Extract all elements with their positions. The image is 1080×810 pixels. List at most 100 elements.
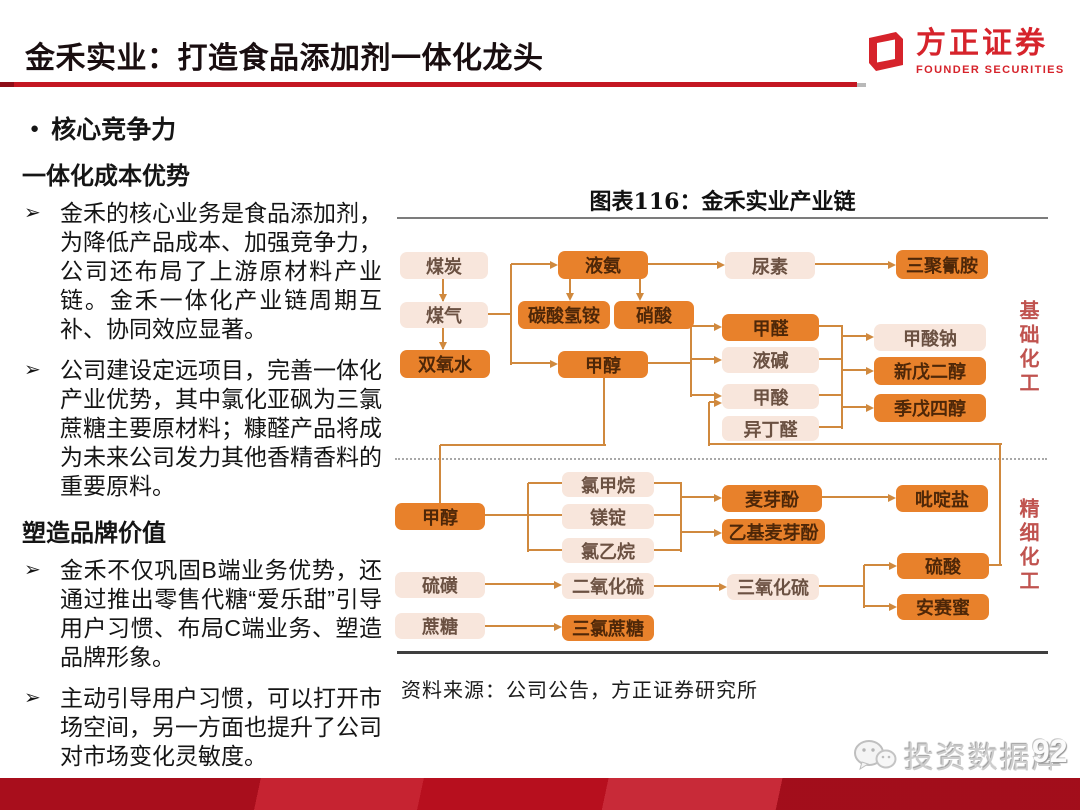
- chain-connector: [819, 358, 843, 360]
- chain-node-coal: 煤炭: [400, 252, 488, 279]
- arrowhead-icon: [717, 261, 725, 269]
- chain-connector: [864, 564, 890, 566]
- chain-node-liquid-caustic: 液碱: [722, 347, 819, 373]
- brand-logo: 方正证券 FOUNDER SECURITIES: [862, 27, 1065, 76]
- brand-name-cn: 方正证券: [916, 27, 1048, 60]
- figure-bottom-rule: [397, 651, 1048, 654]
- chain-connector: [815, 263, 889, 265]
- arrowhead-icon: [439, 294, 447, 302]
- section-header: ● 核心竞争力: [22, 110, 382, 146]
- arrowhead-icon: [550, 261, 558, 269]
- arrowhead-icon: [719, 583, 727, 591]
- chain-connector: [819, 585, 865, 587]
- chain-connector: [819, 394, 843, 396]
- chain-connector: [528, 514, 562, 516]
- chain-node-maltol: 麦芽酚: [722, 485, 822, 512]
- chain-connector: [485, 625, 555, 627]
- arrowhead-icon: [714, 399, 722, 407]
- chain-node-chloromethane: 氯甲烷: [562, 472, 654, 497]
- subsection-heading-brand: 塑造品牌价值: [22, 520, 166, 547]
- arrow-bullet-icon: ➢: [24, 202, 41, 224]
- list-item-text: 公司建设定远项目，完善一体化产业优势，其中氯化亚砜为三氯蔗糖主要原材料；糠醛产品…: [60, 357, 382, 499]
- chain-connector: [680, 483, 682, 552]
- arrow-bullet-icon: ➢: [24, 359, 41, 381]
- watermark-text: 投资数据库: [904, 741, 1064, 776]
- left-text-panel: ● 核心竞争力 一体化成本优势 ➢ 金禾的核心业务是食品添加剂，为降低产品成本、…: [22, 110, 382, 783]
- chain-node-ammonium-bicarbonate: 碳酸氢铵: [518, 301, 610, 329]
- chain-connector: [528, 549, 562, 551]
- arrowhead-icon: [888, 261, 896, 269]
- chain-connector: [681, 531, 715, 533]
- page-title: 金禾实业：打造食品添加剂一体化龙头: [25, 42, 544, 75]
- chain-connector: [639, 279, 641, 299]
- group-label-fine-chemicals: 精细化工: [1016, 498, 1040, 594]
- chain-connector: [842, 369, 868, 371]
- list-item-text: 金禾的核心业务是食品添加剂，为降低产品成本、加强竞争力，公司还布局了上游原材料产…: [60, 200, 382, 342]
- chain-connector: [485, 583, 555, 585]
- chain-connector: [648, 362, 692, 364]
- chain-node-pentaerythritol: 季戊四醇: [874, 394, 986, 422]
- chain-connector: [819, 426, 843, 428]
- chain-node-methanol-fine: 甲醇: [395, 503, 485, 530]
- chain-connector: [842, 335, 868, 337]
- chain-node-magnesium-ingot: 镁锭: [562, 504, 654, 529]
- arrowhead-icon: [714, 356, 722, 364]
- arrowhead-icon: [714, 323, 722, 331]
- arrowhead-icon: [554, 623, 562, 631]
- chain-connector: [527, 483, 529, 552]
- arrowhead-icon: [888, 494, 896, 502]
- chain-connector: [708, 402, 710, 446]
- arrowhead-icon: [636, 293, 644, 301]
- chain-connector: [864, 605, 890, 607]
- chain-node-sulfur-trioxide: 三氧化硫: [727, 574, 819, 600]
- list-item: ➢ 金禾不仅巩固B端业务优势，还通过推出零售代糖“爱乐甜”引导用户习惯、布局C端…: [22, 556, 382, 672]
- watermark: 投资数据库: [852, 733, 1064, 777]
- chain-connector: [442, 279, 444, 301]
- chain-node-formaldehyde: 甲醛: [722, 314, 819, 341]
- arrowhead-icon: [439, 342, 447, 350]
- arrowhead-icon: [714, 529, 722, 537]
- chain-node-coal-gas: 煤气: [400, 302, 488, 328]
- section-title: 核心竞争力: [51, 116, 177, 144]
- arrowhead-icon: [714, 494, 722, 502]
- wechat-icon: [854, 740, 897, 771]
- chain-connector: [822, 496, 889, 498]
- list-item: ➢ 公司建设定远项目，完善一体化产业优势，其中氯化亚砜为三氯蔗糖主要原材料；糠醛…: [22, 356, 382, 501]
- chain-connector: [485, 514, 529, 516]
- chain-node-ethyl-maltol: 乙基麦芽酚: [722, 519, 825, 544]
- chain-connector: [440, 444, 606, 446]
- chain-node-sodium-formate: 甲酸钠: [874, 324, 986, 351]
- chain-connector: [511, 362, 553, 364]
- page-number: 92: [1032, 733, 1068, 769]
- footer-red-bar: [0, 778, 1080, 810]
- arrowhead-icon: [566, 293, 574, 301]
- chain-connector: [442, 328, 444, 349]
- chain-connector: [999, 444, 1001, 566]
- chain-node-hydrogen-peroxide: 双氧水: [400, 350, 490, 378]
- chain-connector: [654, 514, 682, 516]
- chain-connector: [654, 482, 682, 484]
- figure-title: 图表116：金禾实业产业链: [589, 189, 856, 215]
- figure-top-rule: [397, 217, 1048, 219]
- chain-connector: [603, 378, 605, 446]
- chain-node-pyridine-salt: 吡啶盐: [896, 485, 988, 512]
- chain-node-neopentyl-glycol: 新戊二醇: [874, 357, 986, 385]
- chain-connector: [654, 549, 682, 551]
- arrowhead-icon: [554, 581, 562, 589]
- chain-connector: [709, 401, 717, 403]
- arrow-bullet-icon: ➢: [24, 687, 41, 709]
- chain-connector: [841, 326, 843, 429]
- chain-connector: [528, 482, 562, 484]
- founder-logo-icon: [862, 27, 908, 75]
- list-item: ➢ 金禾的核心业务是食品添加剂，为降低产品成本、加强竞争力，公司还布局了上游原材…: [22, 199, 382, 344]
- subsection-heading-cost: 一体化成本优势: [22, 163, 190, 190]
- chain-connector: [819, 325, 843, 327]
- chain-node-formic-acid: 甲酸: [722, 384, 819, 409]
- chain-connector: [511, 263, 553, 265]
- group-label-basic-chemicals: 基础化工: [1016, 300, 1040, 396]
- chain-node-chloroethane: 氯乙烷: [562, 538, 654, 563]
- brand-name-en: FOUNDER SECURITIES: [916, 64, 1065, 76]
- chain-connector: [488, 313, 512, 315]
